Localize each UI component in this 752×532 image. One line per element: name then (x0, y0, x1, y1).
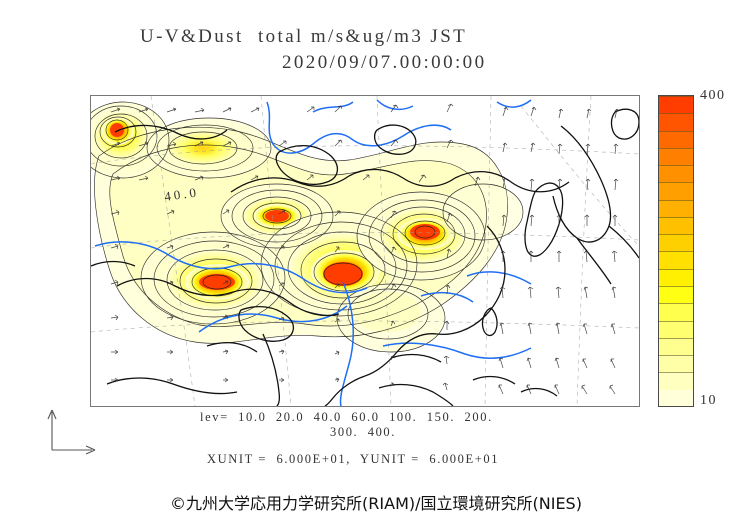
colorbar[interactable] (658, 95, 694, 407)
colorbar-band-14 (659, 147, 693, 166)
colorbar-band-1 (659, 372, 693, 390)
map-canvas: 40.0 (91, 96, 639, 406)
colorbar-band-7 (659, 268, 693, 287)
colorbar-band-8 (659, 251, 693, 269)
colorbar-band-6 (659, 286, 693, 304)
colorbar-band-10 (659, 216, 693, 235)
lat-lon-grid (91, 96, 639, 406)
colorbar-band-9 (659, 234, 693, 252)
contour-levels-line-2: 300. 400. (330, 425, 396, 439)
colorbar-band-5 (659, 303, 693, 321)
contour-lines (91, 101, 524, 353)
forecast-timestamp: 2020/09/07.00:00:00 (282, 52, 487, 73)
colorbar-band-11 (659, 199, 693, 217)
rivers (94, 99, 532, 406)
colorbar-band-2 (659, 355, 693, 373)
colorbar-band-13 (659, 165, 693, 183)
contour-label-40: 40.0 (163, 184, 199, 204)
colorbar-band-17 (659, 95, 693, 114)
vector-scale-key (47, 409, 96, 455)
contour-levels-line-1: lev= 10.0 20.0 40.0 60.0 100. 150. 200. (200, 410, 493, 424)
colorbar-band-3 (659, 337, 693, 356)
axis-units-label: XUNIT = 6.000E+01, YUNIT = 6.000E+01 (207, 452, 500, 466)
map-plot-area[interactable]: 40.0 (90, 95, 640, 407)
colorbar-min-label: 10 (700, 393, 717, 408)
copyright-credit: ©九州大学応用力学研究所(RIAM)/国立環境研究所(NIES) (170, 494, 582, 513)
colorbar-band-4 (659, 320, 693, 338)
coastlines (91, 108, 639, 406)
colorbar-band-16 (659, 113, 693, 131)
colorbar-max-label: 400 (700, 88, 726, 103)
colorbar-band-0 (659, 389, 693, 406)
wind-vectors (110, 103, 620, 395)
colorbar-band-15 (659, 130, 693, 148)
colorbar-band-12 (659, 182, 693, 200)
page-title: U-V&Dust total m/s&ug/m3 JST (140, 26, 468, 47)
